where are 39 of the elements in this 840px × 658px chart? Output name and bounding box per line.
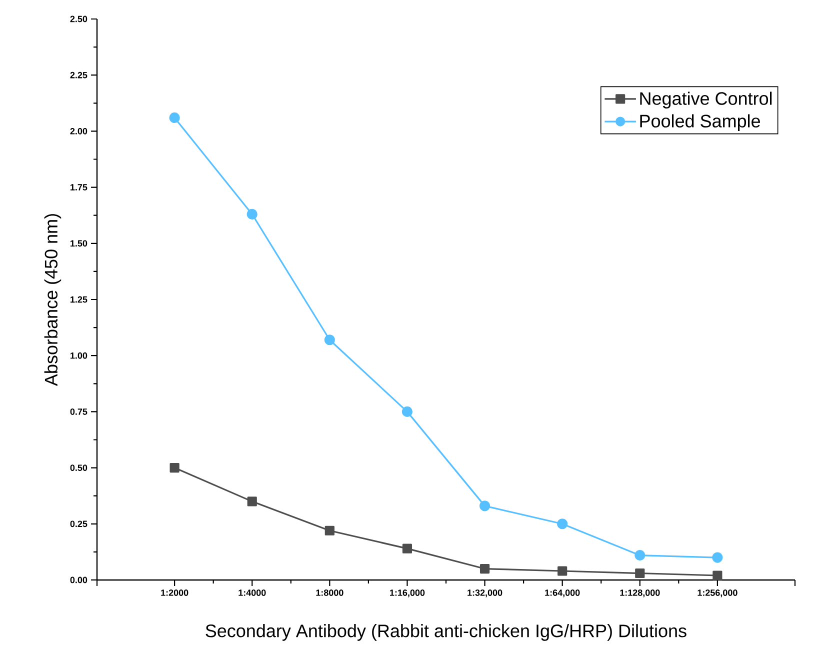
point bbox=[712, 552, 723, 563]
point bbox=[479, 500, 490, 512]
y-tick-label: 0.00 bbox=[70, 576, 88, 584]
x-tick-label: 1:64,000 bbox=[545, 590, 580, 598]
point bbox=[324, 334, 335, 346]
point bbox=[324, 526, 334, 536]
point bbox=[712, 570, 722, 580]
y-axis-title: Absorbance (450 nm) bbox=[44, 214, 62, 386]
x-tick-label: 1:4000 bbox=[238, 590, 266, 596]
y-tick-label: 1.50 bbox=[70, 240, 88, 247]
point bbox=[402, 544, 412, 554]
y-tick-label: 2.25 bbox=[70, 72, 88, 78]
x-tick-label: 1:128,000 bbox=[620, 590, 660, 598]
y-tick-label: 1.25 bbox=[70, 296, 88, 303]
x-tick-label: 1:256,000 bbox=[698, 590, 738, 598]
legend-label: Pooled Sample bbox=[640, 114, 760, 132]
point bbox=[634, 550, 646, 561]
legend-label: Negative Control bbox=[640, 92, 772, 108]
y-tick-label: 2.50 bbox=[70, 16, 88, 22]
point bbox=[246, 208, 258, 220]
x-tick-label: 1:2000 bbox=[161, 590, 188, 596]
y-tick-label: 1.75 bbox=[70, 184, 88, 190]
y-tick-label: 2.00 bbox=[70, 128, 88, 134]
point bbox=[170, 462, 180, 473]
point bbox=[558, 566, 568, 576]
y-tick-label: 0.75 bbox=[70, 408, 88, 415]
y-tick-label: 0.25 bbox=[70, 520, 88, 528]
point bbox=[402, 406, 413, 417]
x-tick-label: 1:32,000 bbox=[468, 590, 502, 598]
x-tick-label: 1:8000 bbox=[316, 590, 344, 596]
y-tick-label: 0.50 bbox=[70, 464, 88, 471]
y-tick-label: 1.00 bbox=[70, 352, 88, 359]
point bbox=[169, 112, 180, 124]
point bbox=[557, 518, 568, 530]
x-tick-label: 1:16,000 bbox=[390, 590, 425, 598]
point bbox=[635, 568, 645, 578]
point bbox=[480, 564, 490, 574]
point bbox=[247, 496, 257, 506]
x-axis-title: Secondary Antibody (Rabbit anti-chicken IgG/HRP) Dilutions bbox=[206, 624, 686, 641]
